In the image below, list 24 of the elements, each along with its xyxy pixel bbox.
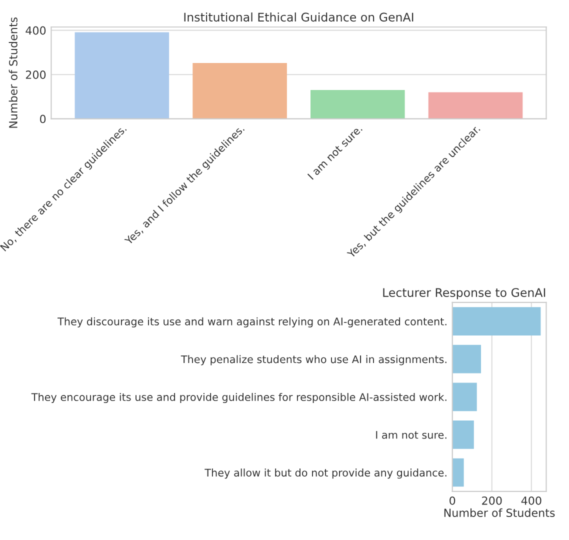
y-tick-label: 400	[26, 26, 46, 35]
bar	[452, 307, 541, 336]
bar	[452, 420, 474, 449]
chart-title: Lecturer Response to GenAI	[383, 288, 546, 300]
bar	[192, 63, 287, 119]
y-tick-label: They discourage its use and warn against relying on AI-generated content.	[58, 317, 446, 328]
bar	[452, 382, 477, 412]
y-tick-label: They penalize students who use AI in assignments.	[180, 355, 446, 366]
bar	[74, 32, 170, 119]
chart-title: Institutional Ethical Guidance on GenAI	[184, 12, 414, 22]
x-tick-label: 400	[521, 496, 542, 505]
y-tick-label: They allow it but do not provide any guidance.	[204, 468, 446, 479]
y-tick-label: 200	[26, 70, 46, 79]
y-tick-label: 0	[40, 114, 46, 124]
x-tick-label: 0	[450, 496, 456, 505]
y-tick-label: I am not sure.	[376, 431, 446, 439]
y-tick-label: They encourage its use and provide guidelines for responsible AI-assisted work.	[31, 392, 446, 404]
y-axis-title: Number of Students	[8, 17, 18, 128]
bar	[310, 90, 405, 119]
bar	[452, 458, 464, 487]
x-axis-title: Number of Students	[444, 508, 555, 518]
x-tick-label: 200	[482, 496, 502, 505]
bar	[428, 92, 523, 119]
bar	[452, 344, 482, 374]
